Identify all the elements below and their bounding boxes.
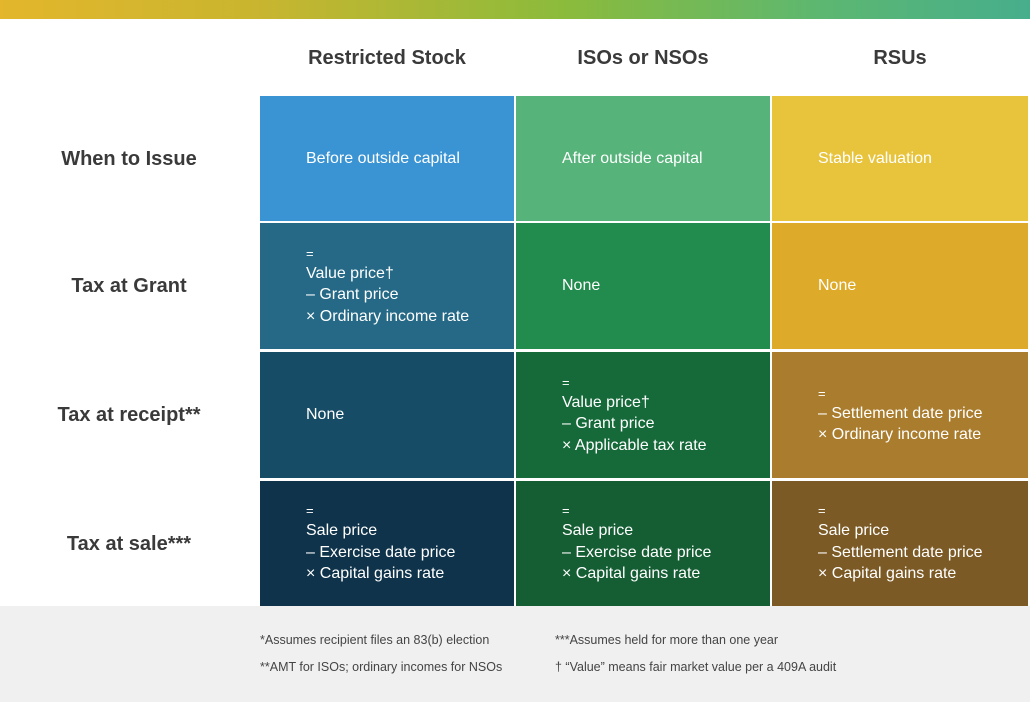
cell-line: None bbox=[562, 277, 601, 295]
cell-line: – Grant price bbox=[306, 286, 399, 304]
equals-sign: = bbox=[562, 503, 570, 519]
footnote-held: ***Assumes held for more than one year bbox=[555, 633, 779, 647]
cell-line: Sale price bbox=[818, 522, 890, 540]
footnote-amt: **AMT for ISOs; ordinary incomes for NSO… bbox=[260, 660, 503, 674]
column-header-rsus: RSUs bbox=[873, 47, 927, 69]
cell-line: – Grant price bbox=[562, 415, 655, 433]
footnote-83b: *Assumes recipient files an 83(b) electi… bbox=[260, 633, 490, 647]
equals-sign: = bbox=[306, 245, 314, 261]
cell-tax-at-grant-isos-nsos: None bbox=[516, 223, 770, 349]
cell-line: × Ordinary income rate bbox=[818, 426, 982, 443]
cell-line: None bbox=[818, 277, 857, 295]
equals-sign: = bbox=[306, 503, 314, 519]
footnote-value: † “Value” means fair market value per a … bbox=[555, 660, 837, 674]
cell-when-to-issue-isos-nsos: After outside capital bbox=[516, 96, 770, 221]
cell-line: × Applicable tax rate bbox=[562, 436, 707, 454]
cell-line: × Capital gains rate bbox=[818, 565, 957, 583]
row-header-when-to-issue: When to Issue bbox=[61, 147, 197, 170]
row-header-tax-at-receipt: Tax at receipt** bbox=[57, 404, 201, 426]
cell-when-to-issue-restricted-stock: Before outside capital bbox=[260, 96, 514, 221]
cell-tax-at-grant-restricted-stock: = Value price† – Grant price × Ordinary inc… bbox=[260, 223, 514, 349]
cell-line: – Exercise date price bbox=[306, 543, 456, 561]
cell-tax-at-receipt-restricted-stock: None bbox=[260, 352, 514, 478]
row-header-tax-at-grant: Tax at Grant bbox=[71, 275, 187, 297]
row-header-tax-at-sale: Tax at sale*** bbox=[66, 532, 192, 555]
cell-line: – Exercise date price bbox=[562, 543, 712, 561]
cell-tax-at-sale-isos-nsos: = Sale price – Exercise date price × Capita… bbox=[516, 481, 770, 606]
equals-sign: = bbox=[818, 503, 826, 519]
cell-line: × Ordinary income rate bbox=[306, 307, 470, 325]
footnotes-panel: *Assumes recipient files an 83(b) electi… bbox=[0, 606, 1030, 702]
cell-line: After outside capital bbox=[562, 149, 703, 167]
cell-line: Value price† bbox=[562, 393, 650, 411]
equals-sign: = bbox=[562, 374, 570, 390]
cell-line: Sale price bbox=[306, 522, 378, 540]
column-header-restricted-stock: Restricted Stock bbox=[308, 47, 466, 69]
cell-line: × Capital gains rate bbox=[562, 565, 701, 583]
cell-tax-at-sale-restricted-stock: = Sale price – Exercise date price × Capita… bbox=[260, 481, 514, 606]
cell-line: – Settlement date price bbox=[818, 543, 983, 561]
equals-sign: = bbox=[818, 385, 826, 401]
cell-line: Before outside capital bbox=[306, 149, 460, 167]
column-header-isos-nsos: ISOs or NSOs bbox=[577, 47, 709, 69]
cell-tax-at-receipt-rsus: = – Settlement date price × Ordinary incom… bbox=[772, 352, 1028, 478]
cell-tax-at-receipt-isos-nsos: = Value price† – Grant price × Applicable t… bbox=[516, 352, 770, 478]
top-gradient-bar bbox=[0, 0, 1030, 19]
cell-line: × Capital gains rate bbox=[306, 565, 445, 583]
cell-when-to-issue-rsus: Stable valuation bbox=[772, 96, 1028, 221]
cell-line: Value price† bbox=[306, 264, 394, 282]
cell-line: Sale price bbox=[562, 522, 634, 540]
cell-line: Stable valuation bbox=[818, 149, 932, 167]
cell-line: None bbox=[306, 406, 345, 424]
cell-line: – Settlement date price bbox=[818, 404, 983, 422]
cell-tax-at-grant-rsus: None bbox=[772, 223, 1028, 349]
cell-tax-at-sale-rsus: = Sale price – Settlement date price × Capi… bbox=[772, 481, 1028, 606]
